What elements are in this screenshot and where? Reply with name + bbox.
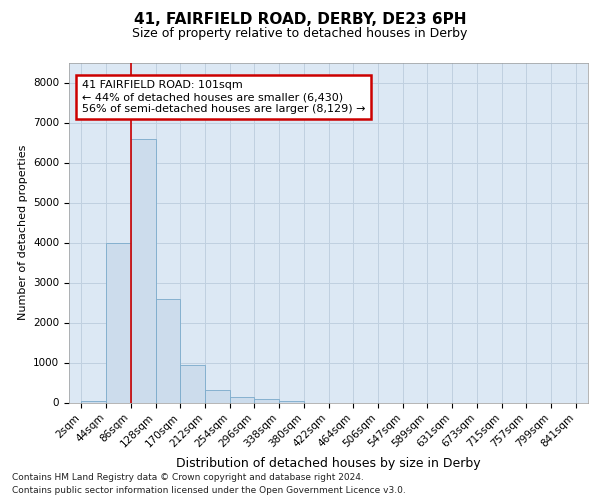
Bar (106, 242, 131, 402)
Bar (180, 364, 205, 403)
Bar (230, 396, 254, 402)
Text: 41, FAIRFIELD ROAD, DERBY, DE23 6PH: 41, FAIRFIELD ROAD, DERBY, DE23 6PH (134, 12, 466, 28)
Bar (82, 400, 106, 402)
Bar (254, 400, 279, 402)
Bar (155, 298, 180, 403)
Bar (131, 138, 155, 402)
Text: Size of property relative to detached houses in Derby: Size of property relative to detached ho… (133, 28, 467, 40)
Bar (205, 390, 230, 402)
Text: Contains public sector information licensed under the Open Government Licence v3: Contains public sector information licen… (12, 486, 406, 495)
Text: 41 FAIRFIELD ROAD: 101sqm
← 44% of detached houses are smaller (6,430)
56% of se: 41 FAIRFIELD ROAD: 101sqm ← 44% of detac… (82, 80, 365, 114)
Y-axis label: Number of detached properties: Number of detached properties (17, 145, 28, 320)
X-axis label: Distribution of detached houses by size in Derby: Distribution of detached houses by size … (176, 458, 481, 470)
Text: Contains HM Land Registry data © Crown copyright and database right 2024.: Contains HM Land Registry data © Crown c… (12, 474, 364, 482)
